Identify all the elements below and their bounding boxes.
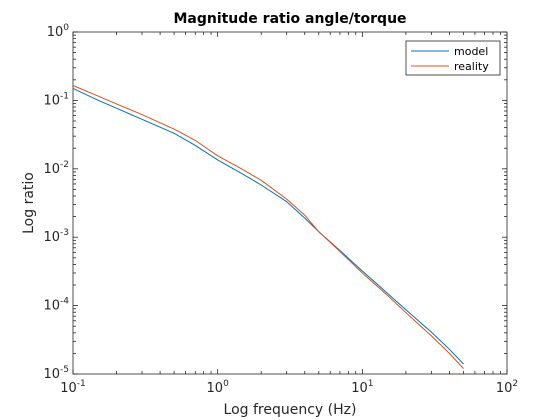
x-axis-label: Log frequency (Hz)	[224, 402, 357, 418]
tick-marks	[72, 31, 508, 375]
axes-border	[72, 31, 508, 375]
y-tick-label: 10-3	[43, 228, 69, 245]
x-tick-label: 10-1	[60, 379, 86, 396]
legend-label-reality: reality	[454, 60, 489, 73]
x-tick-label: 102	[496, 379, 518, 396]
legend: model reality	[405, 40, 501, 76]
chart-title: Magnitude ratio angle/torque	[173, 11, 406, 27]
series-line-model	[72, 87, 464, 365]
legend-box	[405, 40, 501, 76]
tick-labels: 10-1 100 101 102 10-5 10-4 10-3 10-2 10-1 100	[43, 23, 518, 396]
series-layer	[72, 85, 464, 369]
axes-frame	[72, 31, 508, 375]
plot-area	[73, 32, 507, 374]
y-tick-label: 100	[47, 23, 70, 40]
x-tick-label: 101	[351, 379, 373, 396]
x-tick-label: 100	[207, 379, 230, 396]
y-axis-label: Log ratio	[21, 172, 37, 234]
y-tick-label: 10-4	[43, 297, 69, 314]
y-tick-label: 10-2	[43, 160, 69, 177]
series-line-reality	[72, 85, 464, 369]
legend-label-model: model	[454, 45, 488, 58]
y-tick-label: 10-1	[43, 91, 69, 108]
y-tick-label: 10-5	[43, 365, 69, 382]
